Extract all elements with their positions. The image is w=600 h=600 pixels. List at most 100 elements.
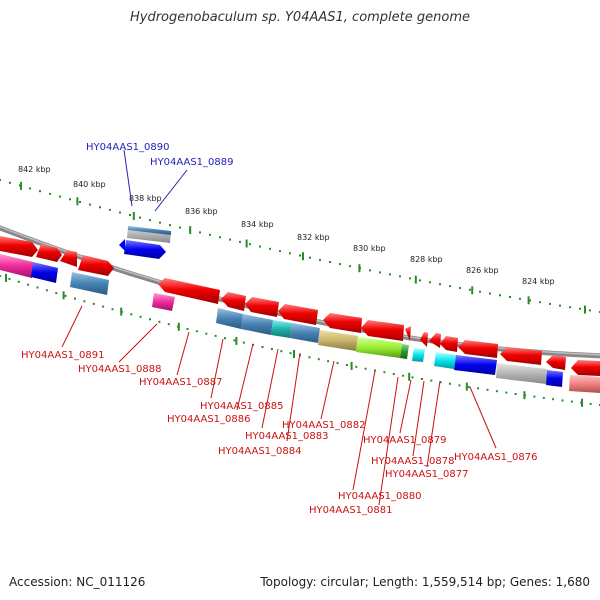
gene-cyan-b[interactable] — [434, 352, 456, 369]
gene-khaki-a[interactable] — [318, 330, 358, 351]
scale-dot — [449, 382, 451, 385]
label-hy04aas1-0881[interactable]: HY04AAS1_0881 — [309, 505, 392, 516]
scale-dot — [111, 308, 114, 311]
gene-blue-a[interactable] — [31, 262, 58, 283]
scale-dot — [8, 277, 11, 280]
gene-red-q[interactable] — [546, 355, 566, 370]
scale-dot — [239, 240, 241, 243]
scale-dot — [17, 280, 20, 283]
scale-dot — [109, 208, 111, 211]
label-hy04aas1-0878[interactable]: HY04AAS1_0878 — [371, 456, 454, 467]
gene-red-n[interactable] — [440, 336, 458, 352]
leader-lines-bottom — [61, 305, 497, 506]
label-hy04aas1-0883[interactable]: HY04AAS1_0883 — [245, 431, 328, 442]
label-hy04aas1-0884[interactable]: HY04AAS1_0884 — [218, 446, 301, 457]
gene-teal-a[interactable] — [271, 320, 292, 338]
scale-dot — [224, 337, 226, 340]
gene-blue-b[interactable] — [454, 355, 497, 375]
scale-dot — [349, 265, 351, 268]
gene-salmon-a[interactable] — [569, 375, 600, 393]
scale-dot — [74, 297, 76, 300]
gene-blue-c[interactable] — [546, 370, 563, 387]
scale-dot — [389, 273, 391, 276]
scale-dot — [399, 275, 401, 278]
gene-red-i[interactable] — [323, 313, 362, 333]
scale-dot — [49, 192, 51, 195]
gene-red-o[interactable] — [458, 340, 498, 358]
scale-dot — [429, 281, 431, 284]
label-hy04aas1-0876[interactable]: HY04AAS1_0876 — [454, 452, 537, 463]
gene-labels-bottom: HY04AAS1_0891 HY04AAS1_0888 HY04AAS1_088… — [21, 350, 537, 516]
label-hy04aas1-0887[interactable]: HY04AAS1_0887 — [139, 377, 222, 388]
scale-label: 842 kbp — [18, 165, 51, 174]
label-hy04aas1-0877[interactable]: HY04AAS1_0877 — [385, 469, 468, 480]
gene-red-d[interactable] — [78, 255, 114, 276]
gene-red-j[interactable] — [361, 320, 404, 341]
gene-red-p[interactable] — [500, 347, 542, 365]
label-hy04aas1-0886[interactable]: HY04AAS1_0886 — [167, 414, 250, 425]
scale-dot — [345, 364, 348, 366]
gene-steel-a[interactable] — [70, 272, 109, 295]
gene-red-g[interactable] — [245, 297, 279, 317]
scale-dot — [269, 247, 271, 250]
label-hy04aas1-0891[interactable]: HY04AAS1_0891 — [21, 350, 104, 361]
gene-gray-a[interactable] — [496, 363, 547, 384]
scale-dot — [158, 320, 161, 323]
gene-red-c[interactable] — [60, 250, 77, 267]
scale-dot — [469, 288, 471, 291]
gene-steel-d[interactable] — [290, 323, 320, 343]
scale-dot — [0, 275, 1, 277]
scale-label: 840 kbp — [73, 180, 106, 189]
scale-dot — [409, 277, 411, 280]
gene-red-m[interactable] — [429, 333, 441, 348]
scale-dot — [169, 224, 171, 227]
gene-pink-a[interactable] — [0, 254, 33, 278]
gene-red-e[interactable] — [158, 278, 220, 304]
gene-red-h[interactable] — [278, 304, 318, 325]
scale-dot — [486, 388, 489, 391]
gene-hy04aas1-0889[interactable] — [124, 240, 166, 259]
label-hy04aas1-0890[interactable]: HY04AAS1_0890 — [86, 142, 169, 153]
scale-dot — [339, 263, 341, 266]
scale-dot — [336, 362, 339, 365]
gene-red-a[interactable] — [0, 236, 38, 257]
label-hy04aas1-0888[interactable]: HY04AAS1_0888 — [78, 364, 161, 375]
gene-lime-a[interactable] — [356, 337, 402, 358]
scale-dot — [369, 269, 371, 272]
label-hy04aas1-0882[interactable]: HY04AAS1_0882 — [282, 420, 365, 431]
label-hy04aas1-0885[interactable]: HY04AAS1_0885 — [200, 401, 283, 412]
scale-dot — [9, 181, 11, 184]
scale-dot — [59, 195, 61, 198]
label-hy04aas1-0879[interactable]: HY04AAS1_0879 — [363, 435, 446, 446]
scale-dot — [458, 384, 461, 387]
gene-red-b[interactable] — [36, 244, 62, 262]
scale-labels: 842 kbp 840 kbp 838 kbp 836 kbp 834 kbp 832 k… — [18, 165, 555, 286]
gene-arrow-small[interactable] — [119, 239, 125, 251]
outer-scale-ring — [0, 179, 600, 313]
scale-dot — [195, 330, 198, 333]
scale-label: 834 kbp — [241, 220, 274, 229]
scale-dot — [561, 399, 564, 402]
label-hy04aas1-0880[interactable]: HY04AAS1_0880 — [338, 491, 421, 502]
scale-dot — [205, 332, 208, 335]
gene-track-reverse — [158, 278, 600, 376]
gene-steel-c[interactable] — [241, 314, 273, 335]
scale-dot — [289, 252, 291, 255]
gene-pink-b[interactable] — [152, 293, 175, 311]
scale-dot — [479, 290, 481, 293]
scale-dot — [130, 313, 133, 316]
label-hy04aas1-0889[interactable]: HY04AAS1_0889 — [150, 157, 233, 168]
gene-green-a[interactable] — [400, 344, 409, 359]
scale-dot — [559, 304, 561, 307]
scale-dot — [579, 307, 581, 310]
scale-dot — [129, 214, 131, 216]
gene-red-k[interactable] — [405, 326, 411, 341]
gene-cyan-a[interactable] — [412, 348, 425, 362]
gene-red-l[interactable] — [420, 332, 428, 347]
scale-dot — [519, 297, 521, 300]
gene-red-f[interactable] — [221, 292, 246, 311]
gene-red-r[interactable] — [571, 360, 600, 376]
gene-steel-b[interactable] — [216, 308, 243, 329]
scale-label: 832 kbp — [297, 233, 330, 242]
